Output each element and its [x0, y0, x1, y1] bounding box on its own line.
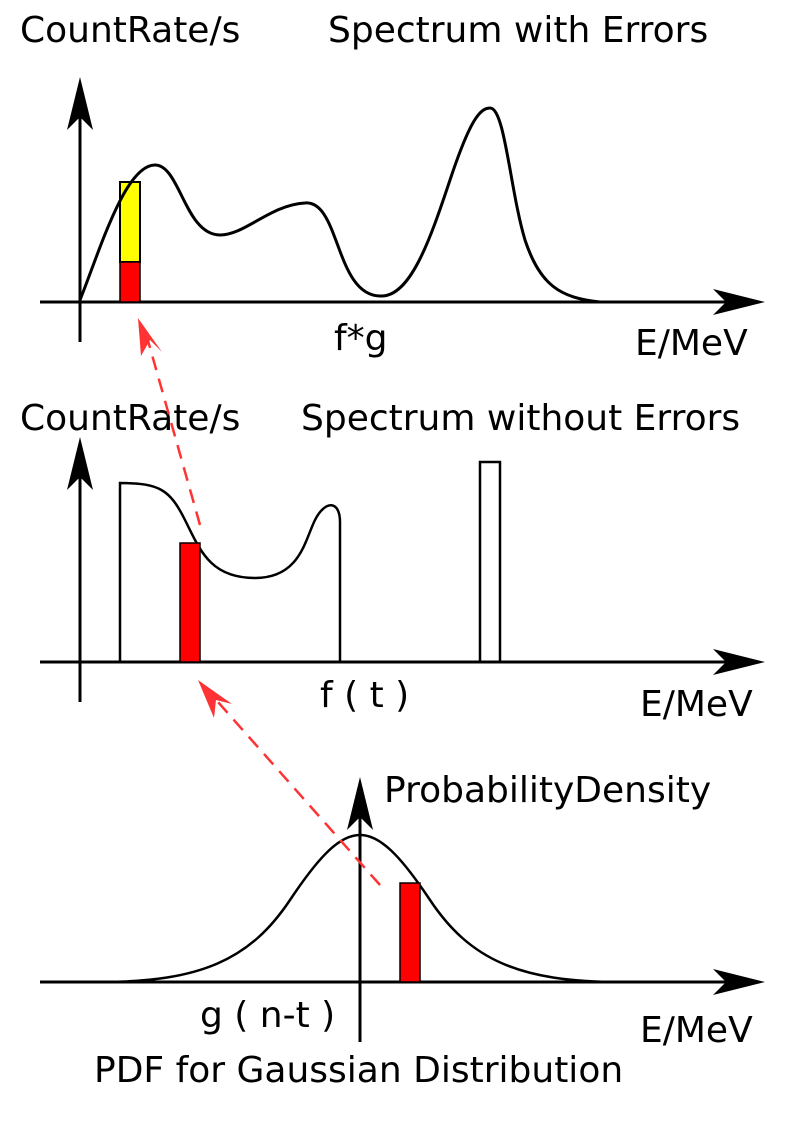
middle-red-bin	[179, 542, 201, 663]
bottom-xlabel: E/MeV	[640, 1010, 753, 1051]
panel-spectrum-with-errors: CountRate/s Spectrum with Errors f*g E/M…	[20, 10, 765, 364]
middle-ylabel: CountRate/s	[20, 398, 240, 439]
bottom-y-axis-arrowhead	[347, 777, 373, 830]
middle-peak-bar	[478, 460, 502, 664]
top-function-label: f*g	[334, 318, 388, 359]
bottom-x-axis-arrowhead	[713, 969, 765, 995]
bottom-gaussian-curve	[99, 833, 621, 984]
bottom-caption: PDF for Gaussian Distribution	[94, 1050, 623, 1091]
top-title: Spectrum with Errors	[328, 10, 708, 51]
top-red-bin	[119, 261, 141, 303]
dashed-arrowhead-middle	[198, 680, 232, 718]
top-spectrum-curve	[78, 106, 601, 304]
middle-xlabel: E/MeV	[640, 684, 753, 725]
dashed-arrow-middle-to-top	[143, 329, 202, 526]
panel-spectrum-without-errors: CountRate/s Spectrum without Errors f ( …	[20, 398, 765, 725]
top-y-axis-arrowhead	[67, 77, 93, 130]
panel-gaussian-pdf: ProbabilityDensity g ( n-t ) E/MeV PDF f…	[40, 770, 765, 1091]
connector-arrows	[138, 318, 381, 886]
middle-y-axis-arrowhead	[67, 437, 93, 490]
middle-continuum-curve	[118, 481, 342, 662]
middle-function-label: f ( t )	[320, 675, 409, 716]
middle-x-axis-arrowhead	[713, 649, 765, 675]
bottom-ylabel: ProbabilityDensity	[384, 770, 711, 811]
dashed-arrow-bottom-to-middle	[209, 692, 381, 886]
top-xlabel: E/MeV	[635, 323, 748, 364]
top-ylabel: CountRate/s	[20, 10, 240, 51]
bottom-function-label: g ( n-t )	[200, 995, 335, 1036]
middle-title: Spectrum without Errors	[301, 398, 740, 439]
top-x-axis-arrowhead	[713, 289, 765, 315]
dashed-arrowhead-top	[138, 318, 162, 356]
bottom-red-bin	[399, 882, 421, 983]
